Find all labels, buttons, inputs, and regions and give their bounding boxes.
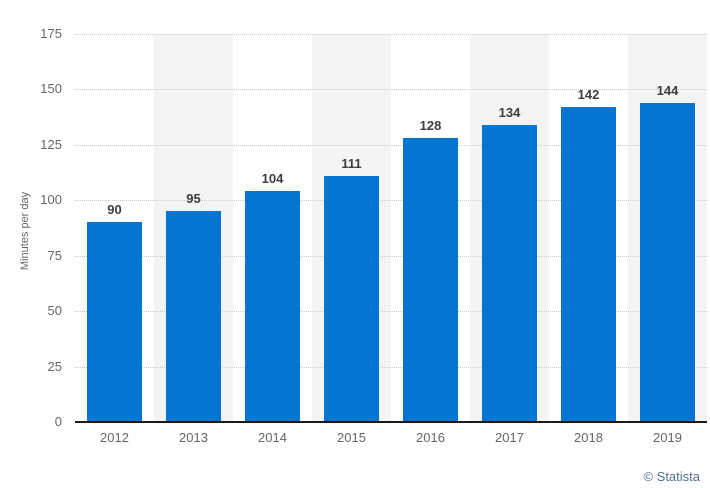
gridline-100 (75, 200, 707, 202)
y-tick-label-150: 150 (40, 81, 62, 97)
bar-value-label-2014: 104 (261, 171, 284, 187)
bar-2013 (166, 211, 221, 422)
statista-credit-link[interactable]: © Statista (643, 469, 700, 484)
y-tick-label-75: 75 (47, 247, 62, 263)
bar-value-label-2015: 111 (341, 155, 362, 171)
bar-2019 (640, 102, 695, 422)
bar-value-label-2019: 144 (656, 82, 679, 98)
gridline-125 (75, 144, 707, 146)
x-tick-label-2014: 2014 (258, 430, 287, 445)
gridline-175 (75, 34, 707, 35)
x-tick-label-2012: 2012 (100, 430, 129, 445)
y-tick-label-100: 100 (40, 192, 62, 208)
gridline-25 (75, 366, 707, 368)
x-tick-label-2019: 2019 (653, 430, 682, 445)
x-tick-label-2018: 2018 (574, 430, 603, 445)
y-tick-label-50: 50 (47, 303, 62, 319)
x-tick-label-2016: 2016 (416, 430, 445, 445)
x-axis-line (75, 421, 707, 423)
gridline-150 (75, 89, 707, 91)
y-tick-label-125: 125 (40, 136, 62, 152)
bar-value-label-2012: 90 (107, 202, 122, 218)
y-tick-label-0: 0 (54, 414, 62, 429)
y-tick-label-25: 25 (47, 358, 62, 374)
bar-2015 (324, 175, 379, 422)
x-tick-label-2015: 2015 (337, 430, 366, 445)
bar-2014 (245, 191, 300, 422)
bar-value-label-2018: 142 (577, 87, 600, 103)
y-tick-label-175: 175 (40, 26, 62, 41)
bar-2017 (482, 124, 537, 422)
bar-2018 (561, 107, 616, 422)
bar-2016 (403, 138, 458, 422)
x-tick-label-2013: 2013 (179, 430, 208, 445)
bar-value-label-2017: 134 (498, 104, 521, 120)
x-tick-label-2017: 2017 (495, 430, 524, 445)
gridline-75 (75, 255, 707, 257)
bar-2012 (87, 222, 142, 422)
bar-value-label-2013: 95 (186, 191, 201, 207)
plot-area: 90 95 104 111 128 134 142 144 (75, 34, 707, 422)
bar-value-label-2016: 128 (419, 118, 442, 134)
gridline-50 (75, 311, 707, 313)
